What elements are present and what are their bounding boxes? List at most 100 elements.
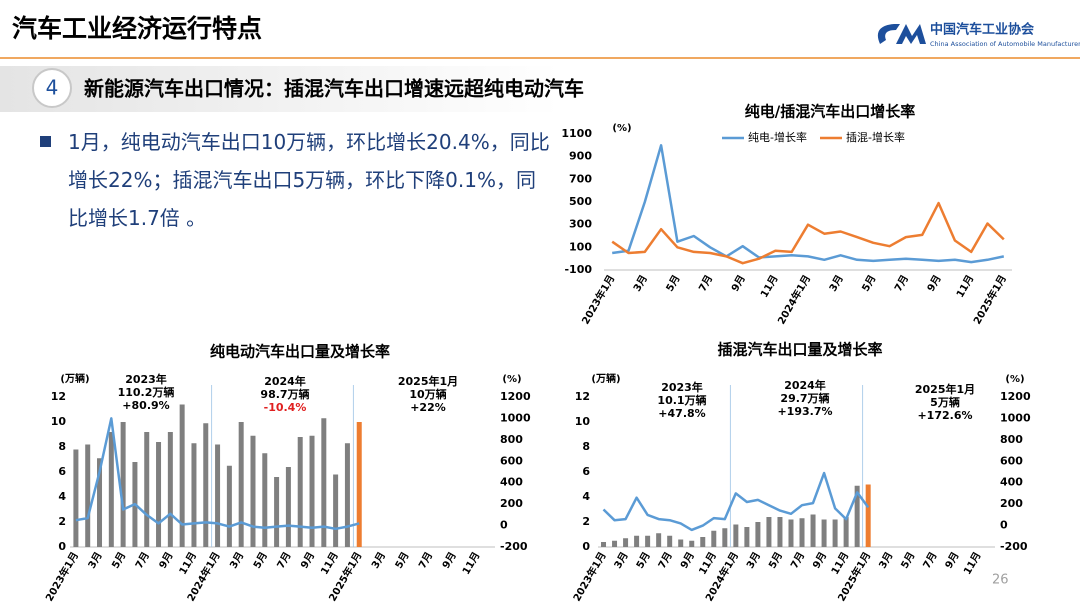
x-tick-label: 5月 bbox=[109, 550, 128, 571]
y2-tick-label: 200 bbox=[500, 497, 523, 510]
bar bbox=[167, 432, 173, 547]
annotation: 110.2万辆 bbox=[118, 385, 175, 399]
bullet-marker bbox=[40, 136, 51, 147]
x-tick-label: 5月 bbox=[634, 550, 653, 571]
bar bbox=[623, 538, 629, 547]
bullet-text: 1月，纯电动汽车出口10万辆，环比增长20.4%，同比增长22%；插混汽车出口5… bbox=[68, 130, 550, 230]
annotation: +80.9% bbox=[122, 399, 169, 412]
bar bbox=[97, 458, 103, 547]
annotation: -10.4% bbox=[264, 401, 307, 414]
bar bbox=[843, 517, 849, 547]
bar bbox=[645, 535, 651, 547]
x-tick-label: 5月 bbox=[766, 550, 785, 571]
annotation: 2025年1月 bbox=[915, 382, 975, 396]
x-tick-label: 5月 bbox=[899, 550, 918, 571]
legend-label: 纯电-增长率 bbox=[748, 130, 807, 144]
bar bbox=[203, 423, 209, 547]
bar bbox=[274, 477, 280, 547]
y2-tick-label: 400 bbox=[500, 476, 523, 489]
section-number: 4 bbox=[46, 76, 59, 100]
x-tick-label: 9月 bbox=[729, 273, 748, 294]
y-tick-label: 0 bbox=[582, 540, 590, 553]
bar bbox=[799, 518, 805, 547]
x-tick-label: 2023年1月 bbox=[570, 550, 609, 604]
x-tick-label: 9月 bbox=[943, 550, 962, 571]
x-tick-label: 9月 bbox=[157, 550, 176, 571]
bar bbox=[297, 437, 303, 547]
x-tick-label: 11月 bbox=[961, 550, 983, 577]
y-tick-label: 700 bbox=[569, 172, 592, 185]
bar bbox=[733, 524, 739, 547]
bar bbox=[832, 519, 838, 547]
section-badge bbox=[32, 68, 72, 108]
bar bbox=[678, 539, 684, 547]
x-tick-label: 5月 bbox=[860, 273, 879, 294]
x-tick-label: 7月 bbox=[133, 550, 152, 571]
bar bbox=[634, 535, 640, 547]
y2-tick-label: 800 bbox=[500, 433, 523, 446]
y2-tick-label: 0 bbox=[500, 519, 508, 532]
x-tick-label: 9月 bbox=[810, 550, 829, 571]
x-tick-label: 9月 bbox=[298, 550, 317, 571]
bar bbox=[191, 443, 197, 547]
y2-axis-unit: (%) bbox=[502, 374, 521, 385]
bar bbox=[333, 474, 339, 547]
y2-tick-label: 400 bbox=[1000, 476, 1023, 489]
annotation: +172.6% bbox=[917, 409, 972, 422]
logo-name: 中国汽车工业协会 bbox=[930, 22, 1035, 38]
x-tick-label: 7月 bbox=[696, 273, 715, 294]
bar bbox=[356, 422, 362, 547]
x-tick-label: 11月 bbox=[697, 550, 719, 577]
annotation: +22% bbox=[410, 401, 446, 414]
x-tick-label: 9月 bbox=[925, 273, 944, 294]
bar bbox=[612, 540, 618, 547]
x-tick-label: 7月 bbox=[921, 550, 940, 571]
bar bbox=[656, 533, 662, 547]
page-title: 汽车工业经济运行特点 bbox=[12, 14, 262, 43]
bar bbox=[144, 432, 150, 547]
bar bbox=[344, 443, 350, 547]
growth-line bbox=[75, 417, 360, 531]
bar bbox=[226, 465, 232, 547]
y-tick-label: 300 bbox=[569, 218, 592, 231]
bar bbox=[601, 542, 607, 547]
y-tick-label: 4 bbox=[58, 490, 66, 503]
x-tick-label: 9月 bbox=[440, 550, 459, 571]
y-tick-label: 6 bbox=[58, 465, 66, 478]
y2-tick-label: -200 bbox=[500, 540, 528, 553]
growth-line bbox=[612, 144, 1005, 264]
x-tick-label: 7月 bbox=[275, 550, 294, 571]
y2-axis-unit: (%) bbox=[1005, 374, 1024, 385]
bar bbox=[722, 528, 728, 547]
x-tick-label: 3月 bbox=[877, 550, 896, 571]
x-tick-label: 3月 bbox=[744, 550, 763, 571]
section-title: 新能源汽车出口情况：插混汽车出口增速远超纯电动汽车 bbox=[84, 77, 584, 101]
section-band bbox=[0, 66, 560, 112]
annotation: 2023年 bbox=[125, 372, 167, 386]
bar bbox=[215, 444, 221, 547]
bar bbox=[156, 442, 162, 547]
bar bbox=[262, 453, 268, 547]
bar bbox=[73, 449, 79, 547]
y2-tick-label: -200 bbox=[1000, 540, 1028, 553]
x-tick-label: 2025年1月 bbox=[970, 273, 1009, 327]
x-tick-label: 5月 bbox=[393, 550, 412, 571]
annotation: 98.7万辆 bbox=[260, 387, 309, 401]
y2-tick-label: 0 bbox=[1000, 519, 1008, 532]
bar bbox=[285, 467, 291, 547]
y-tick-label: 12 bbox=[51, 390, 66, 403]
x-tick-label: 11月 bbox=[318, 550, 340, 577]
annotation: +47.8% bbox=[658, 407, 705, 420]
y-tick-label: 1100 bbox=[561, 127, 592, 140]
bar bbox=[810, 514, 816, 547]
y-tick-label: 8 bbox=[582, 440, 590, 453]
header-rule bbox=[0, 57, 1080, 59]
y2-tick-label: 1200 bbox=[500, 390, 531, 403]
bar bbox=[766, 517, 772, 547]
bar bbox=[309, 435, 315, 547]
y2-tick-label: 1200 bbox=[1000, 390, 1031, 403]
x-tick-label: 7月 bbox=[892, 273, 911, 294]
logo-english: China Association of Automobile Manufact… bbox=[930, 40, 1080, 48]
